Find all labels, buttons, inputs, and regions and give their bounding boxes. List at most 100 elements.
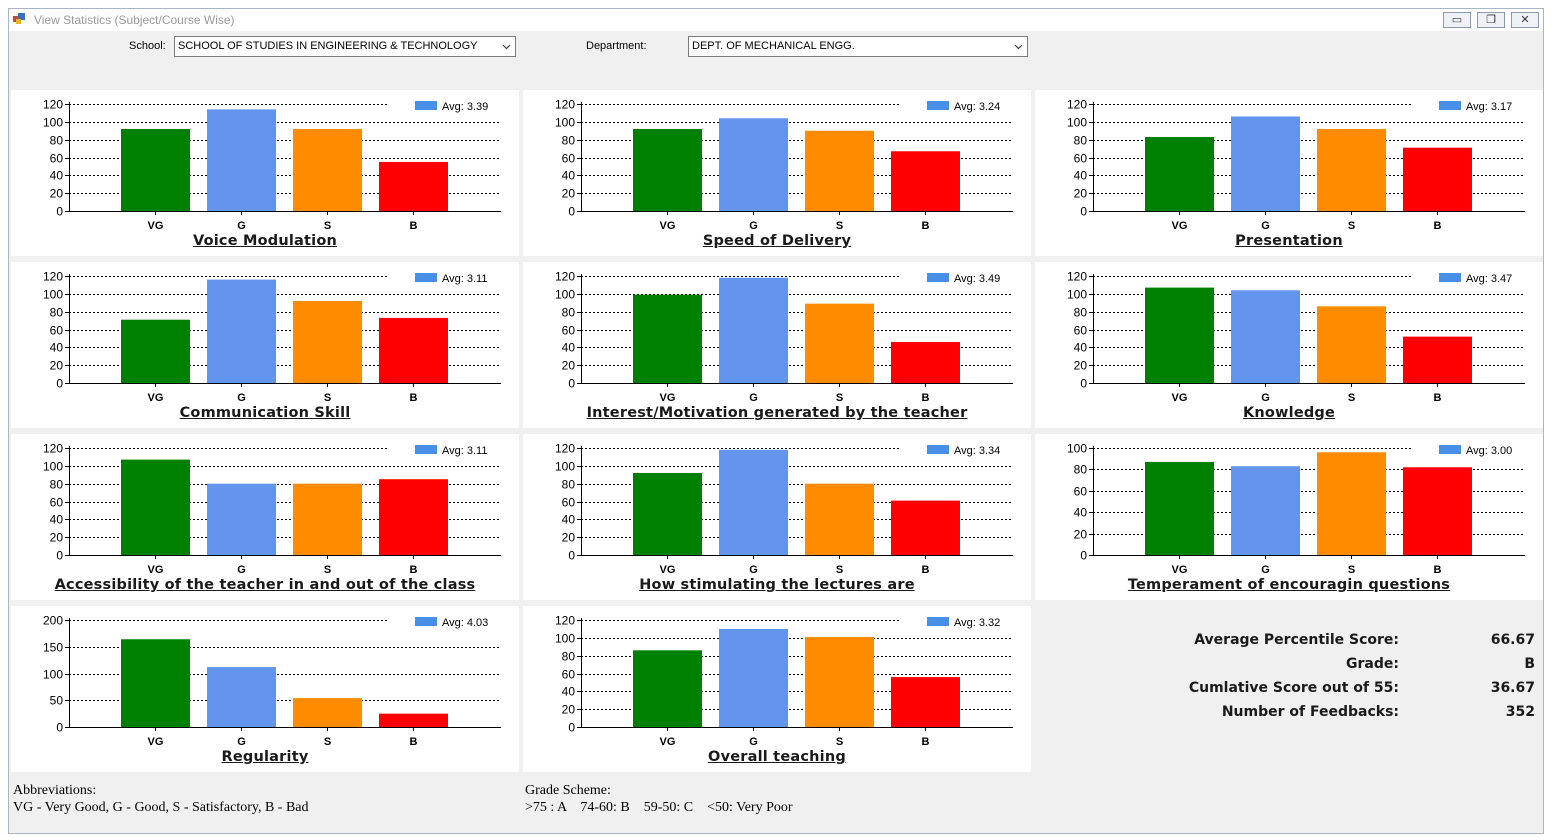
y-tick-label: 100 — [555, 460, 575, 474]
x-tick-label: S — [324, 736, 331, 748]
legend-swatch — [1439, 101, 1461, 110]
y-tick-label: 120 — [1067, 270, 1087, 284]
x-tick-label: VG — [660, 564, 676, 576]
x-tick-label: B — [410, 736, 418, 748]
x-tick-label: VG — [660, 736, 676, 748]
x-tick-label: B — [1434, 564, 1442, 576]
restore-icon: ❐ — [1486, 14, 1496, 26]
title-bar: View Statistics (Subject/Course Wise) ▭ … — [9, 9, 1543, 31]
x-tick-label: B — [410, 392, 418, 404]
minimize-button[interactable]: ▭ — [1443, 12, 1471, 28]
y-tick-label: 40 — [50, 169, 64, 183]
x-tick-label: G — [237, 564, 246, 576]
y-tick-label: 80 — [1074, 306, 1088, 320]
y-tick-label: 100 — [43, 288, 63, 302]
legend-swatch — [415, 445, 437, 454]
chart-how-stimulating-the-lectures-are: 0 20 40 60 80 100 120 VG G S B Avg: 3.34 — [555, 442, 1013, 576]
y-tick-label: 20 — [1074, 528, 1088, 542]
close-button[interactable]: ✕ — [1511, 12, 1539, 28]
x-tick-label: B — [922, 392, 930, 404]
x-tick-label: B — [922, 564, 930, 576]
legend-label: Avg: 3.11 — [442, 445, 487, 457]
stat-label-feedbacks: Number of Feedbacks: — [1221, 704, 1399, 720]
school-select[interactable]: SCHOOL OF STUDIES IN ENGINEERING & TECHN… — [174, 36, 516, 57]
bar-b — [891, 500, 960, 555]
legend-swatch — [927, 273, 949, 282]
bar-g — [1231, 466, 1300, 555]
bar-g — [207, 279, 276, 383]
bar-vg — [1145, 461, 1214, 555]
legend-label: Avg: 3.00 — [1466, 445, 1512, 457]
school-label: School: — [129, 40, 166, 52]
bar-vg — [633, 650, 702, 727]
x-tick-label: B — [1434, 220, 1442, 232]
y-tick-label: 0 — [568, 549, 575, 563]
chart-presentation: 0 20 40 60 80 100 120 VG G S B Avg: 3.17 — [1067, 98, 1525, 232]
legend-label: Avg: 3.47 — [1466, 273, 1512, 285]
stat-label-cumulative: Cumlative Score out of 55: — [1188, 680, 1399, 696]
legend-swatch — [415, 273, 437, 282]
x-tick-label: B — [410, 564, 418, 576]
x-tick-label: G — [237, 736, 246, 748]
legend-label: Avg: 3.11 — [442, 273, 487, 285]
legend-label: Avg: 3.17 — [1466, 101, 1512, 113]
x-tick-label: G — [237, 220, 246, 232]
bar-vg — [1145, 287, 1214, 383]
y-tick-label: 100 — [43, 460, 63, 474]
y-tick-label: 60 — [562, 496, 576, 510]
chart-panel-how-stimulating-the-lectures-are: 0 20 40 60 80 100 120 VG G S B Avg: 3.34 How stimula… — [523, 434, 1031, 600]
chart-interest-motivation-generated-by-the-teacher: 0 20 40 60 80 100 120 VG G S B Avg: 3.49 — [555, 270, 1013, 404]
chart-title: Interest/Motivation generated by the tea… — [586, 405, 968, 421]
abbreviations-title: Abbreviations: — [13, 783, 97, 798]
y-tick-label: 20 — [562, 359, 576, 373]
y-tick-label: 60 — [50, 324, 64, 338]
y-tick-label: 100 — [43, 668, 63, 682]
y-tick-label: 80 — [50, 478, 64, 492]
chart-overall-teaching: 0 20 40 60 80 100 120 VG G S B Avg: 3.32 — [555, 614, 1013, 748]
chart-title: Communication Skill — [179, 405, 351, 421]
bar-g — [719, 118, 788, 211]
y-tick-label: 60 — [1074, 485, 1088, 499]
y-tick-label: 100 — [555, 632, 575, 646]
x-tick-label: VG — [148, 736, 164, 748]
chart-panel-interest-motivation-generated-by-the-teacher: 0 20 40 60 80 100 120 VG G S B Avg: 3.49 Interest/Mo… — [523, 262, 1031, 428]
y-tick-label: 60 — [1074, 324, 1088, 338]
y-tick-label: 120 — [555, 270, 575, 284]
legend-label: Avg: 4.03 — [442, 617, 488, 629]
y-tick-label: 40 — [562, 341, 576, 355]
app-icon — [13, 13, 25, 24]
restore-button[interactable]: ❐ — [1477, 12, 1505, 28]
chevron-down-icon — [1014, 44, 1023, 50]
x-tick-label: G — [1261, 392, 1270, 404]
y-tick-label: 40 — [1074, 169, 1088, 183]
x-tick-label: S — [324, 392, 331, 404]
grade-scheme-title: Grade Scheme: — [525, 783, 611, 798]
bar-b — [379, 161, 448, 211]
chevron-down-icon — [502, 44, 511, 50]
y-tick-label: 20 — [50, 187, 64, 201]
bar-vg — [121, 639, 190, 727]
y-tick-label: 120 — [43, 270, 63, 284]
chart-title: Temperament of encouragin questions — [1127, 577, 1451, 593]
x-tick-label: S — [1348, 564, 1355, 576]
x-tick-label: VG — [660, 392, 676, 404]
y-tick-label: 20 — [50, 531, 64, 545]
y-tick-label: 0 — [56, 549, 63, 563]
chart-panel-communication-skill: 0 20 40 60 80 100 120 VG G S B Avg: 3.11 Communicati… — [11, 262, 519, 428]
bar-b — [891, 677, 960, 727]
y-tick-label: 0 — [56, 721, 63, 735]
y-tick-label: 100 — [1067, 288, 1087, 302]
chart-communication-skill: 0 20 40 60 80 100 120 VG G S B Avg: 3.11 — [43, 270, 501, 404]
main-window: View Statistics (Subject/Course Wise) ▭ … — [8, 8, 1544, 834]
x-tick-label: B — [410, 220, 418, 232]
x-tick-label: B — [1434, 392, 1442, 404]
department-select[interactable]: DEPT. OF MECHANICAL ENGG. — [688, 36, 1028, 57]
chart-panel-overall-teaching: 0 20 40 60 80 100 120 VG G S B Avg: 3.32 Overall tea… — [523, 606, 1031, 772]
y-tick-label: 60 — [562, 152, 576, 166]
y-tick-label: 60 — [562, 668, 576, 682]
chart-temperament-of-encouragin-questions: 0 20 40 60 80 100 VG G S B Avg: 3.00 — [1067, 442, 1525, 576]
bar-s — [1317, 452, 1386, 555]
bar-s — [293, 128, 362, 211]
bar-b — [1403, 336, 1472, 383]
bar-vg — [121, 319, 190, 383]
